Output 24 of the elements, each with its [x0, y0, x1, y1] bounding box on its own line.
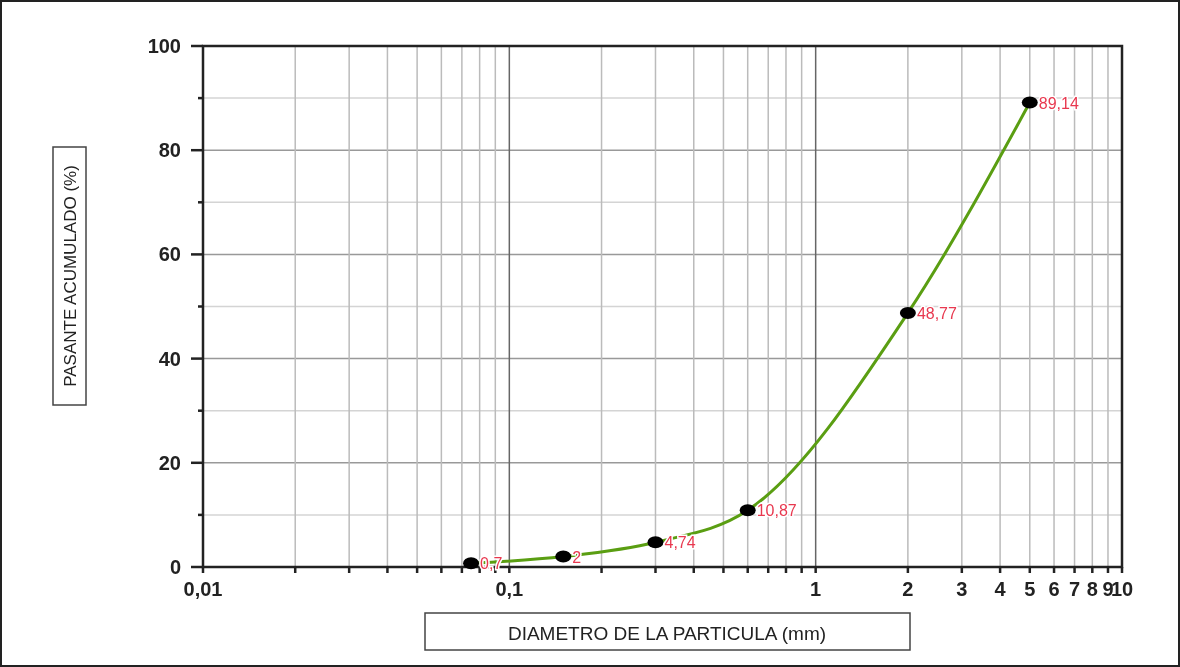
y-axis-title: PASANTE ACUMULADO (%): [61, 165, 80, 387]
y-tick-label: 20: [158, 451, 181, 474]
x-tick-label: 3: [956, 578, 968, 600]
x-tick-label: 1: [810, 578, 822, 600]
x-tick-label: 0,1: [495, 578, 524, 600]
x-tick-label: 0,01: [183, 578, 223, 600]
x-tick-label: 6: [1048, 578, 1060, 600]
data-label: 48,77: [916, 304, 958, 322]
x-tick-label: 2: [902, 578, 914, 600]
y-tick-label: 80: [158, 139, 181, 162]
y-tick-label: 100: [147, 35, 181, 57]
x-tick-label: 8: [1086, 578, 1098, 600]
data-label: 4,74: [664, 534, 696, 552]
x-tick-label: 9: [1102, 578, 1114, 600]
x-tick-label: 4: [994, 578, 1007, 600]
y-tick-label: 40: [158, 347, 181, 370]
data-label: 89,14: [1038, 94, 1079, 112]
x-axis-title: DIAMETRO DE LA PARTICULA (mm): [507, 623, 827, 644]
x-tick-label: 5: [1024, 578, 1036, 600]
y-tick-label: 0: [169, 556, 181, 578]
y-tick-label: 60: [158, 243, 181, 266]
data-label: 10,87: [756, 502, 797, 520]
data-label: 0,7: [480, 555, 503, 573]
x-tick-label: 7: [1068, 578, 1081, 600]
